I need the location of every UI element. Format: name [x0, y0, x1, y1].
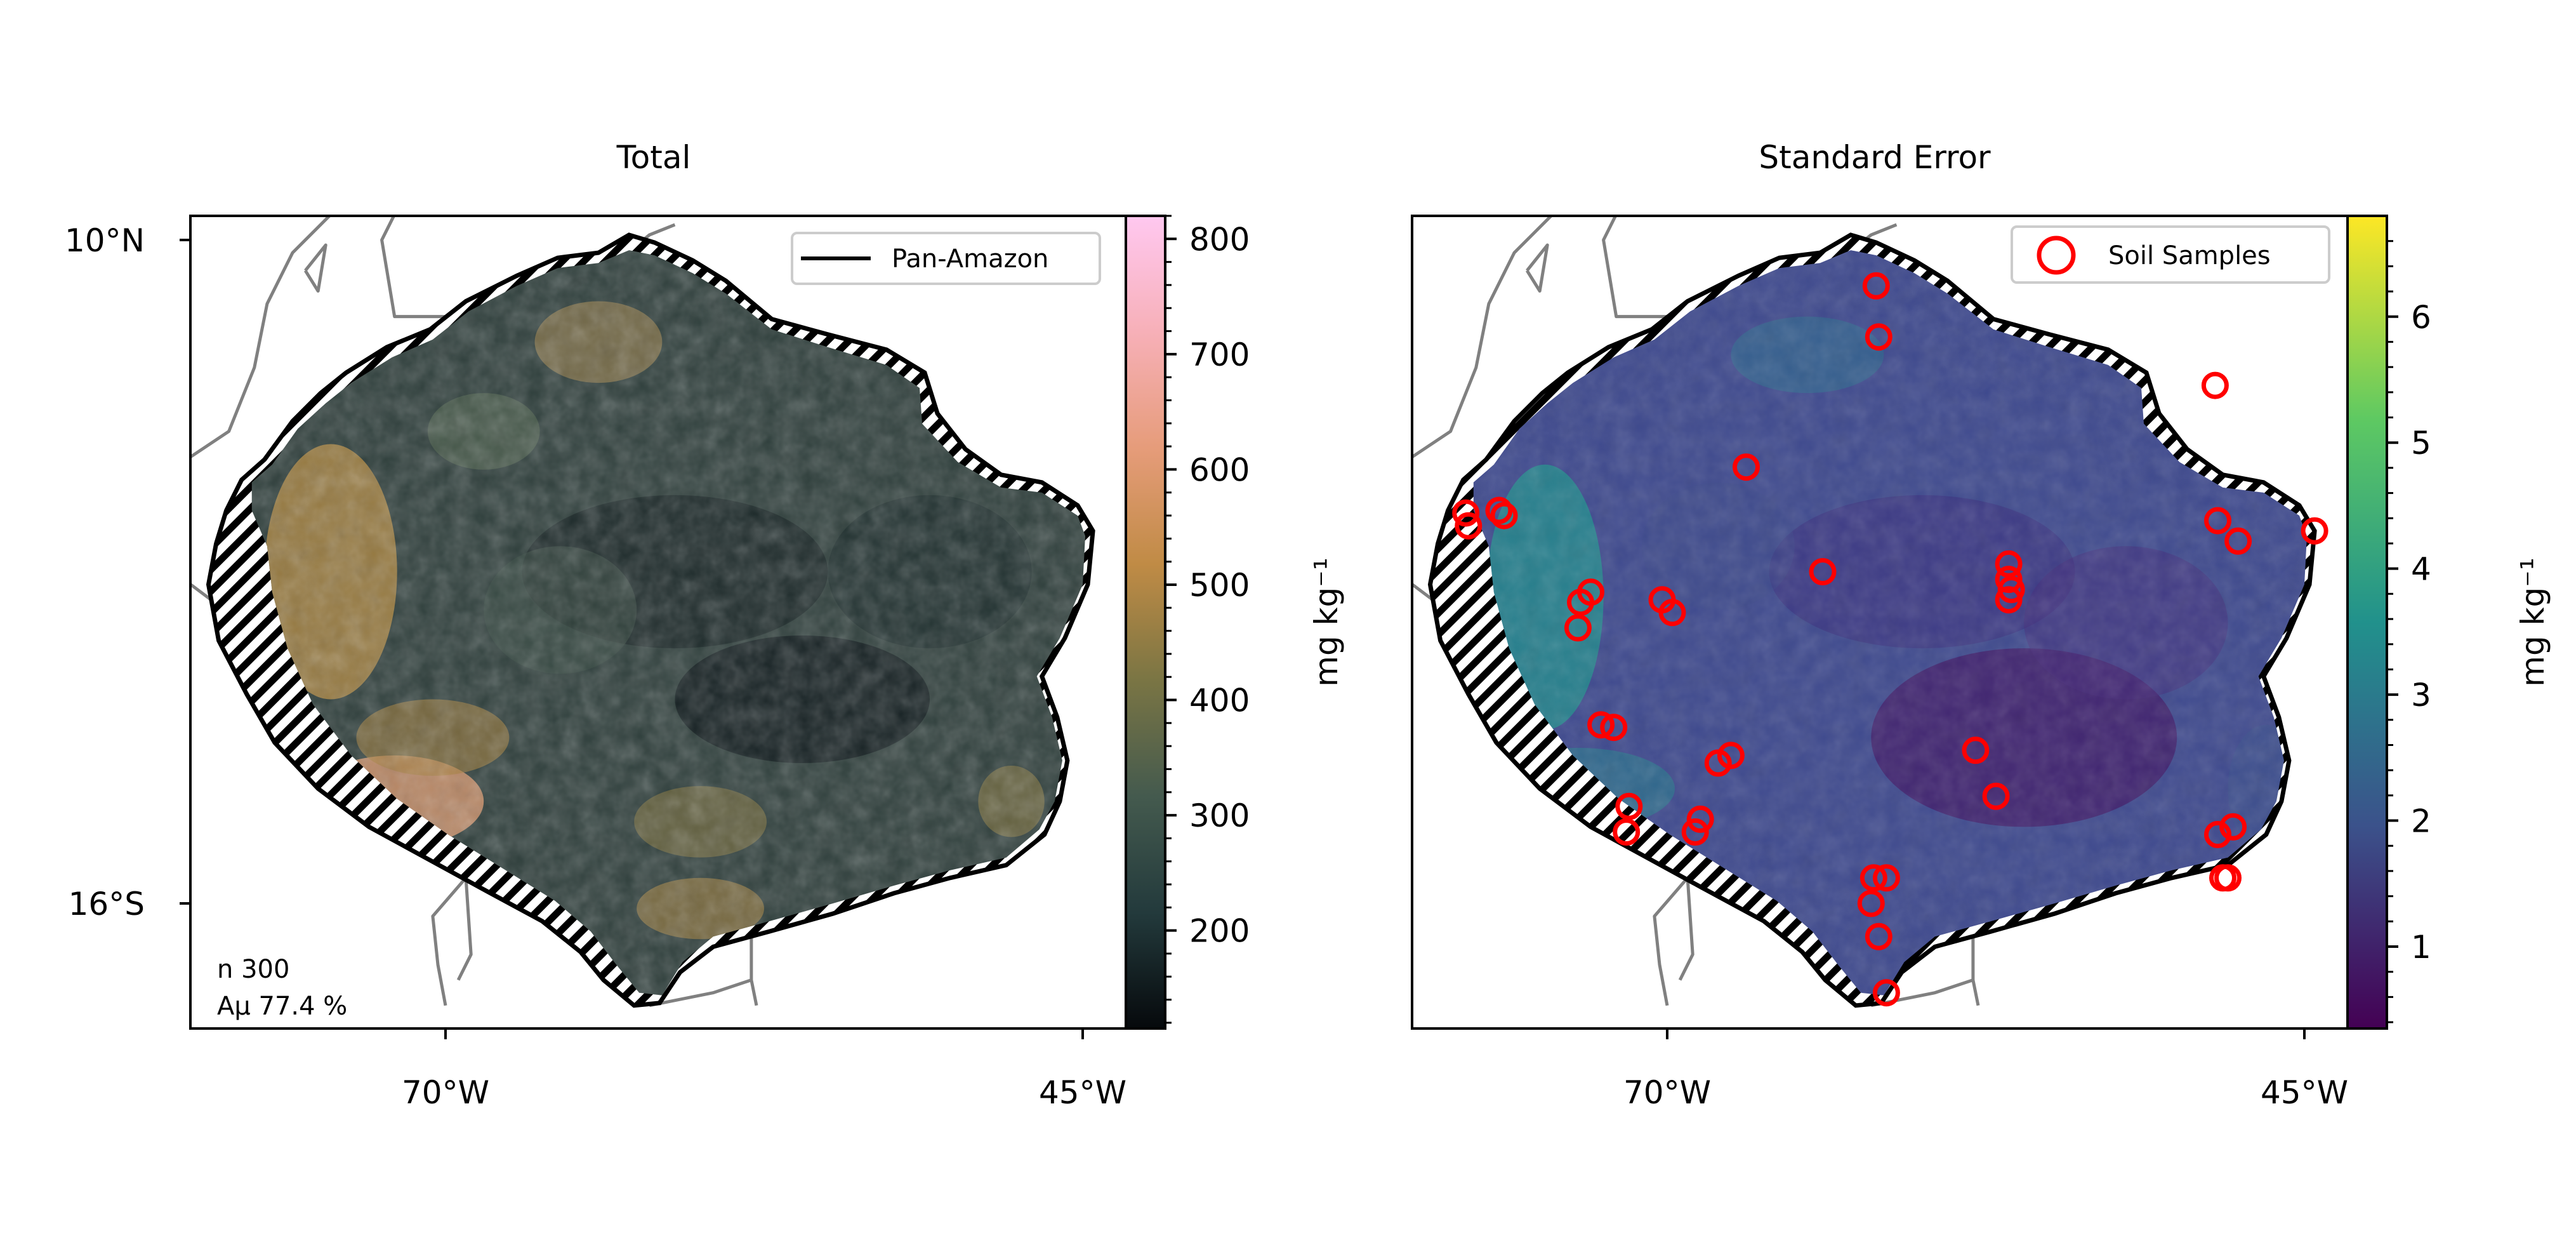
soil-sample-marker	[2209, 864, 2236, 892]
soil-sample-marker	[1490, 502, 1518, 529]
soil-samples	[1452, 272, 2328, 1007]
x-tick-label: 45°W	[2261, 1074, 2348, 1111]
colorbar-tick-label: 5	[2411, 425, 2431, 462]
colorbar-tick-label: 700	[1189, 336, 1250, 373]
se-colorbar: 1 2 3 4 5 6 mg kg⁻¹	[2346, 215, 2551, 1030]
total-title: Total	[616, 139, 691, 176]
soil-sample-marker	[1658, 599, 1686, 627]
colorbar-tick-label: 500	[1189, 567, 1250, 604]
soil-sample-marker	[1857, 889, 1885, 917]
soil-sample-marker	[2201, 371, 2229, 399]
annotation-n: n 300	[217, 955, 289, 984]
se-legend: Soil Samples	[2011, 225, 2330, 284]
y-tick-label: 10°N	[65, 222, 145, 259]
country-border-line	[190, 622, 192, 625]
soil-sample-marker	[1587, 711, 1615, 739]
soil-sample-marker	[1613, 818, 1641, 846]
colorbar-gradient	[2346, 215, 2388, 1030]
soil-sample-marker	[1859, 864, 1887, 892]
x-tick-label: 70°W	[1623, 1074, 1711, 1111]
soil-sample-marker	[1872, 864, 1900, 892]
colorbar-tick-label: 400	[1189, 682, 1250, 719]
soil-sample-marker	[1686, 805, 1714, 833]
soil-sample-marker	[1564, 614, 1592, 642]
country-border-line	[190, 216, 332, 458]
country-border-line	[431, 877, 467, 1006]
colorbar-gradient	[1125, 215, 1166, 1030]
country-border-line	[303, 243, 327, 293]
soil-sample-marker	[1995, 550, 2023, 578]
colorbar-tick-label: 600	[1189, 451, 1250, 488]
se-x-axis: 70°W 45°W	[1623, 1028, 2348, 1111]
colorbar-label: mg kg⁻¹	[2514, 557, 2551, 686]
total-x-axis: 70°W 45°W	[402, 1028, 1126, 1111]
soil-sample-marker	[1962, 736, 1990, 764]
total-annotations: n 300 Aµ 77.4 %	[217, 955, 347, 1021]
legend-label: Soil Samples	[2108, 241, 2271, 270]
se-title: Standard Error	[1759, 139, 1991, 176]
country-border-line	[1412, 216, 1554, 458]
soil-sample-marker	[2301, 517, 2328, 545]
x-tick-label: 70°W	[402, 1074, 489, 1111]
colorbar-tick-label: 4	[2411, 551, 2431, 588]
soil-sample-marker	[1982, 782, 2010, 810]
soil-sample-marker	[1809, 558, 1837, 585]
soil-sample-marker	[2204, 507, 2231, 535]
colorbar-tick-label: 2	[2411, 803, 2431, 840]
soil-sample-marker	[1995, 586, 2023, 614]
soil-sample-marker	[1872, 979, 1900, 1007]
soil-sample-marker	[2204, 821, 2231, 848]
colorbar-tick-label: 300	[1189, 797, 1250, 834]
total-colorbar: 200 300 400 500 600 700 800 mg kg⁻¹	[1125, 215, 1345, 1030]
colorbar-tick-label: 6	[2411, 299, 2431, 336]
soil-sample-legend-marker	[2037, 236, 2076, 275]
soil-sample-marker	[1862, 272, 1890, 300]
colorbar-ticks: 200 300 400 500 600 700 800	[1165, 215, 1250, 1024]
total-map-panel: Total 10°N 16°S 70°W 45°W Pan-Amazon	[65, 139, 1345, 1111]
total-legend: Pan-Amazon	[791, 232, 1101, 285]
pan-amazon-boundary	[206, 232, 1095, 1008]
legend-box	[2011, 225, 2330, 284]
soil-sample-marker	[1865, 922, 1892, 950]
colorbar-ticks: 1 2 3 4 5 6	[2387, 240, 2431, 1023]
colorbar-label: mg kg⁻¹	[1308, 557, 1345, 686]
colorbar-tick-label: 1	[2411, 929, 2431, 966]
colorbar-tick-label: 800	[1189, 221, 1250, 258]
soil-sample-marker	[2224, 527, 2252, 555]
country-border-line	[1525, 243, 1549, 293]
legend-box	[791, 232, 1101, 285]
x-tick-label: 45°W	[1039, 1074, 1126, 1111]
soil-sample-marker	[1681, 818, 1709, 846]
soil-sample-marker	[1452, 499, 1480, 527]
annotation-accuracy: Aµ 77.4 %	[217, 992, 347, 1021]
country-border-line	[649, 978, 752, 1008]
soil-sample-marker	[1704, 749, 1732, 777]
soil-sample-marker	[1455, 512, 1483, 540]
soil-sample-marker	[1615, 792, 1643, 820]
country-border-line	[1412, 622, 1414, 625]
soil-sample-marker	[1733, 453, 1760, 481]
total-raster-texture	[251, 250, 1085, 995]
colorbar-tick-label: 200	[1189, 913, 1250, 950]
legend-label: Pan-Amazon	[892, 244, 1048, 274]
y-tick-label: 16°S	[69, 886, 145, 922]
soil-sample-marker	[1577, 578, 1604, 606]
soil-sample-marker	[1485, 496, 1513, 524]
total-y-axis: 10°N 16°S	[65, 222, 190, 922]
standard-error-map-panel: Standard Error 70°W 45°W Soil Samples 1 2…	[1411, 139, 2551, 1111]
country-border-line	[1653, 877, 1689, 1006]
soil-sample-marker	[1600, 714, 1628, 742]
soil-sample-marker	[2219, 813, 2247, 841]
soil-sample-marker	[1865, 323, 1892, 351]
colorbar-tick-label: 3	[2411, 677, 2431, 714]
